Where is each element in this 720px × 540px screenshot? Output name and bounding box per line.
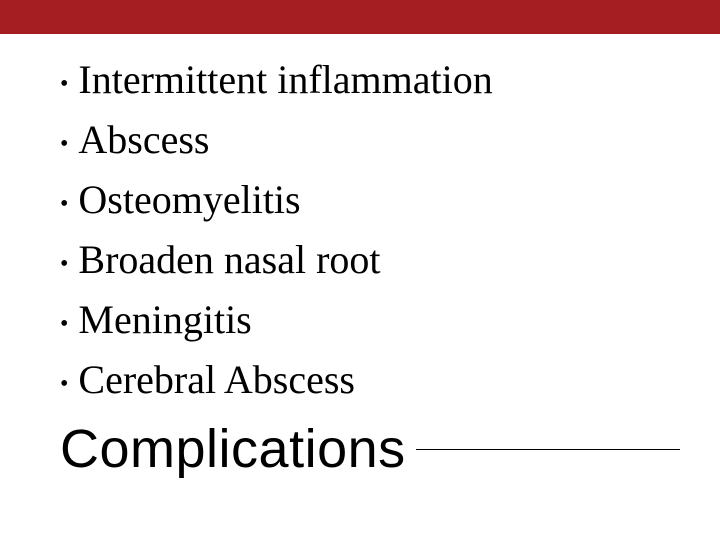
bullet-icon: •	[60, 312, 68, 336]
content-area: • Intermittent inflammation • Abscess • …	[0, 34, 720, 408]
bullet-icon: •	[60, 72, 68, 96]
bullet-text: Broaden nasal root	[78, 232, 380, 288]
bullet-text: Abscess	[78, 112, 209, 168]
bullet-text: Meningitis	[78, 292, 251, 348]
bullet-icon: •	[60, 132, 68, 156]
list-item: • Osteomyelitis	[60, 172, 680, 228]
title-row: Complications	[0, 418, 720, 480]
list-item: • Broaden nasal root	[60, 232, 680, 288]
list-item: • Meningitis	[60, 292, 680, 348]
header-bar	[0, 0, 720, 34]
bullet-icon: •	[60, 372, 68, 396]
bullet-icon: •	[60, 192, 68, 216]
list-item: • Intermittent inflammation	[60, 52, 680, 108]
bullet-text: Cerebral Abscess	[78, 352, 355, 408]
bullet-text: Intermittent inflammation	[78, 52, 492, 108]
bullet-text: Osteomyelitis	[78, 172, 300, 228]
slide-title: Complications	[60, 418, 406, 480]
title-underline	[416, 449, 680, 450]
bullet-list: • Intermittent inflammation • Abscess • …	[60, 52, 680, 408]
list-item: • Abscess	[60, 112, 680, 168]
list-item: • Cerebral Abscess	[60, 352, 680, 408]
bullet-icon: •	[60, 252, 68, 276]
